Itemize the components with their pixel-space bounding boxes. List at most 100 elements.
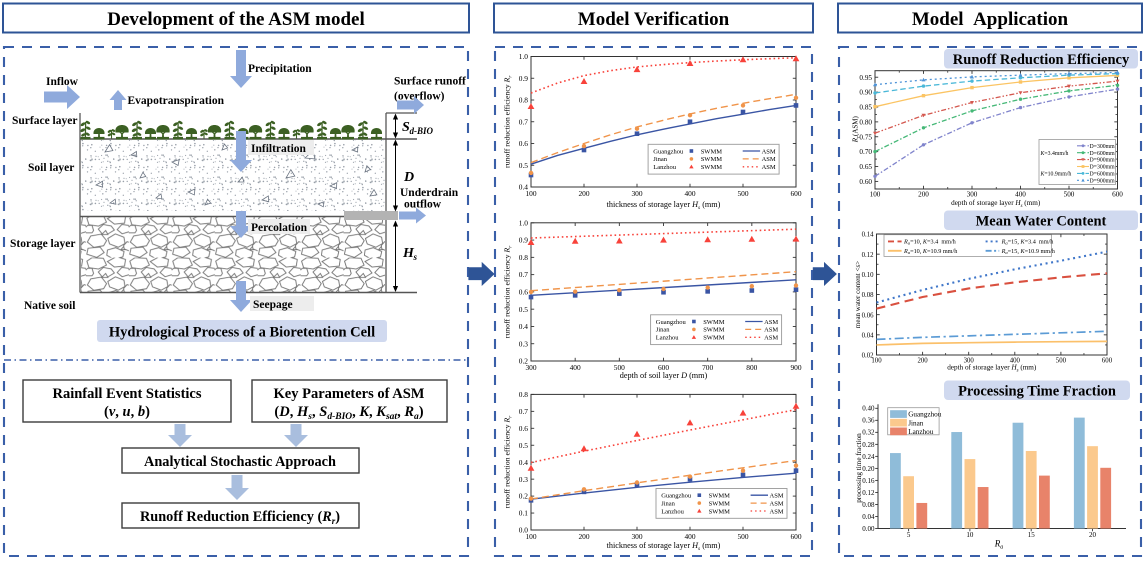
- svg-text:0.0: 0.0: [519, 526, 529, 535]
- svg-text:400: 400: [1015, 190, 1026, 198]
- svg-text:200: 200: [578, 532, 589, 541]
- svg-text:SWMM: SWMM: [709, 500, 731, 507]
- svg-text:0.75: 0.75: [859, 133, 872, 141]
- svg-text:100: 100: [870, 190, 881, 198]
- svg-text:500: 500: [1056, 358, 1067, 365]
- svg-text:Jinan: Jinan: [653, 156, 667, 163]
- svg-text:100: 100: [871, 358, 882, 365]
- svg-text:Jinan: Jinan: [661, 500, 675, 507]
- svg-text:D=900mm: D=900mm: [1090, 158, 1116, 164]
- svg-text:400: 400: [684, 532, 695, 541]
- svg-text:thickness of storage layer Hs: thickness of storage layer Hs (mm): [607, 541, 721, 552]
- svg-text:0.5: 0.5: [519, 441, 529, 450]
- svg-text:ASM: ASM: [762, 148, 776, 155]
- svg-text:Seepage: Seepage: [253, 299, 293, 311]
- svg-text:ASM: ASM: [764, 335, 778, 342]
- svg-text:300: 300: [967, 190, 978, 198]
- svg-text:0.80: 0.80: [859, 118, 872, 126]
- svg-text:0.4: 0.4: [519, 183, 529, 192]
- svg-text:Surface runoff: Surface runoff: [394, 76, 466, 88]
- svg-text:800: 800: [746, 363, 757, 372]
- svg-text:ASM: ASM: [762, 164, 776, 171]
- svg-text:H: H: [402, 246, 415, 261]
- svg-text:Lanzhou: Lanzhou: [908, 428, 934, 436]
- svg-text:0.14: 0.14: [862, 232, 874, 239]
- svg-text:300: 300: [525, 363, 536, 372]
- svg-text:0.06: 0.06: [862, 312, 874, 319]
- svg-text:700: 700: [702, 363, 713, 372]
- svg-text:Development of the ASM model: Development of the ASM model: [107, 9, 365, 30]
- svg-text:0.85: 0.85: [859, 104, 872, 112]
- svg-text:0.8: 0.8: [519, 96, 529, 105]
- svg-text:300: 300: [964, 358, 975, 365]
- svg-text:0.6: 0.6: [519, 288, 529, 297]
- svg-text:0.02: 0.02: [862, 353, 874, 360]
- svg-text:0.08: 0.08: [862, 501, 875, 509]
- svg-text:Lanzhou: Lanzhou: [653, 164, 676, 171]
- svg-text:500: 500: [614, 363, 625, 372]
- svg-text:outflow: outflow: [404, 199, 442, 211]
- svg-text:Evapotranspiration: Evapotranspiration: [128, 95, 225, 107]
- svg-text:Lanzhou: Lanzhou: [656, 335, 679, 342]
- svg-text:0.1: 0.1: [519, 509, 529, 518]
- svg-text:Soil layer: Soil layer: [28, 162, 74, 174]
- svg-text:Guangzhou: Guangzhou: [656, 319, 687, 326]
- svg-text:SWMM: SWMM: [703, 335, 725, 342]
- svg-text:400: 400: [570, 363, 581, 372]
- svg-text:runoff reduction efficiency Rr: runoff reduction efficiency Rr: [503, 246, 514, 338]
- svg-text:Ra: Ra: [994, 539, 1004, 551]
- svg-text:0.3: 0.3: [519, 339, 529, 348]
- svg-text:S: S: [402, 120, 410, 135]
- svg-text:400: 400: [684, 189, 695, 198]
- svg-text:20: 20: [1089, 531, 1097, 539]
- svg-text:0.90: 0.90: [859, 89, 872, 97]
- svg-text:900: 900: [790, 363, 801, 372]
- svg-text:500: 500: [737, 532, 748, 541]
- svg-text:0.7: 0.7: [519, 117, 529, 126]
- svg-text:600: 600: [658, 363, 669, 372]
- svg-text:0.2: 0.2: [519, 492, 529, 501]
- svg-text:Storage layer: Storage layer: [10, 238, 75, 250]
- svg-text:Runoff Reduction Efficiency (R: Runoff Reduction Efficiency (Rr): [140, 509, 340, 526]
- svg-text:Native soil: Native soil: [24, 300, 75, 312]
- svg-text:0.9: 0.9: [519, 236, 529, 245]
- svg-text:0.2: 0.2: [519, 357, 529, 366]
- svg-text:0.16: 0.16: [862, 477, 875, 485]
- svg-text:mean water content <s>: mean water content <s>: [854, 261, 862, 328]
- svg-text:0.04: 0.04: [862, 513, 875, 521]
- svg-text:0.7: 0.7: [519, 407, 529, 416]
- svg-text:K=10.9mm/h: K=10.9mm/h: [1040, 172, 1072, 178]
- svg-text:Jinan: Jinan: [908, 419, 924, 427]
- svg-text:0.8: 0.8: [519, 390, 529, 399]
- svg-text:D=600mm: D=600mm: [1090, 151, 1116, 157]
- svg-text:SWMM: SWMM: [701, 164, 723, 171]
- svg-text:Model Application: Model Application: [912, 9, 1069, 30]
- svg-text:SWMM: SWMM: [709, 508, 731, 515]
- svg-text:600: 600: [1112, 190, 1123, 198]
- svg-text:100: 100: [525, 532, 536, 541]
- svg-text:400: 400: [1010, 358, 1021, 365]
- svg-text:0.00: 0.00: [862, 525, 875, 533]
- svg-text:D=300mm: D=300mm: [1090, 165, 1116, 171]
- svg-text:Inflow: Inflow: [46, 76, 79, 88]
- svg-text:0.04: 0.04: [862, 332, 874, 339]
- svg-text:Runoff Reduction Efficiency: Runoff Reduction Efficiency: [953, 52, 1130, 68]
- svg-text:ASM: ASM: [764, 327, 778, 334]
- svg-text:Ra=15, K=3.4 mm/h: Ra=15, K=3.4 mm/h: [1001, 239, 1055, 246]
- svg-text:0.7: 0.7: [519, 270, 529, 279]
- svg-text:SWMM: SWMM: [703, 327, 725, 334]
- svg-text:200: 200: [918, 190, 929, 198]
- svg-text:Rainfall Event Statistics: Rainfall Event Statistics: [52, 386, 201, 402]
- svg-text:0.60: 0.60: [859, 178, 872, 186]
- svg-text:Ra=15, K=10.9 mm/h: Ra=15, K=10.9 mm/h: [1001, 248, 1056, 255]
- svg-text:runoff reduction efficiency Rr: runoff reduction efficiency Rr: [503, 76, 514, 168]
- svg-text:D=600mm: D=600mm: [1090, 172, 1116, 178]
- svg-text:10: 10: [966, 531, 974, 539]
- svg-text:15: 15: [1028, 531, 1036, 539]
- svg-text:Ra=10, K=3.4 mm/h: Ra=10, K=3.4 mm/h: [903, 239, 957, 246]
- svg-text:s: s: [413, 252, 418, 262]
- svg-text:0.8: 0.8: [519, 253, 529, 262]
- svg-text:Rr(ASM): Rr(ASM): [852, 116, 862, 144]
- svg-text:0.10: 0.10: [862, 272, 874, 279]
- svg-text:Key Parameters of ASM: Key Parameters of ASM: [274, 386, 425, 402]
